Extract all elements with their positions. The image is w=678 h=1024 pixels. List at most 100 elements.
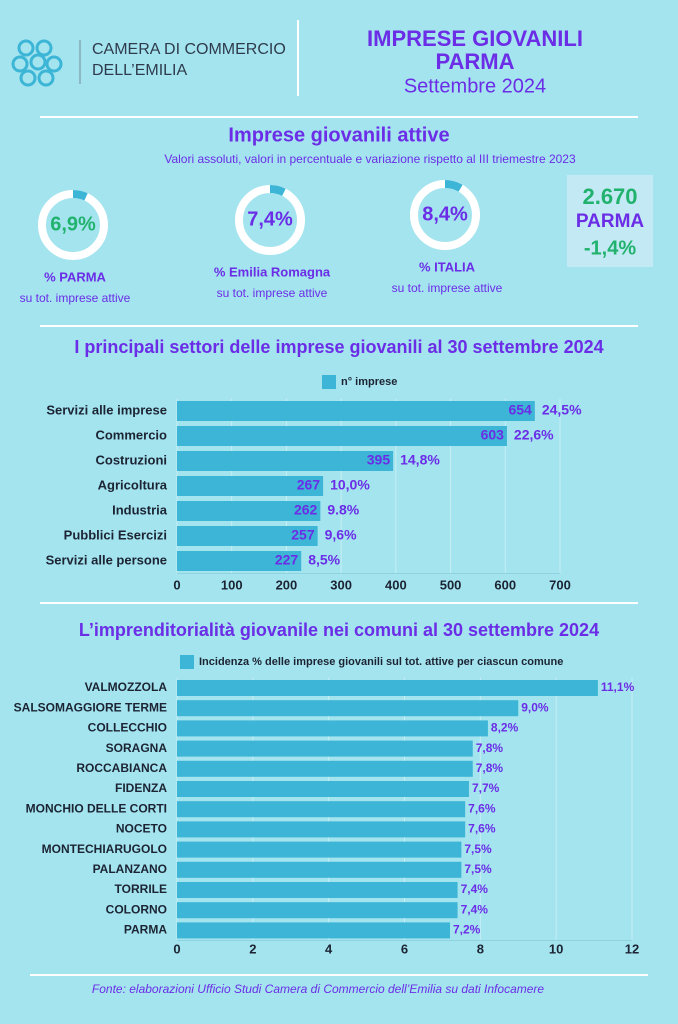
bar — [177, 781, 469, 797]
kpi-count: 2.670 — [582, 184, 637, 209]
percent-label: 9,6% — [325, 527, 357, 543]
percent-label: 8,5% — [308, 552, 340, 568]
data-label: 7,7% — [472, 781, 500, 795]
bar — [177, 801, 466, 818]
bar — [177, 740, 473, 757]
category-label: Agricoltura — [98, 477, 168, 492]
bar — [177, 526, 318, 546]
kpi-change: -1,4% — [584, 237, 636, 259]
org-name: DELL’EMILIA — [92, 62, 187, 79]
percent-label: 22,6% — [514, 427, 554, 443]
x-tick-label: 700 — [549, 577, 571, 592]
bar — [177, 861, 462, 878]
data-label: 262 — [294, 502, 318, 518]
data-label: 9,0% — [521, 700, 549, 714]
bar — [177, 720, 488, 737]
bar — [177, 476, 324, 496]
data-label: 227 — [275, 552, 299, 568]
data-label: 11,1% — [601, 680, 635, 694]
bar — [177, 882, 458, 898]
bar — [177, 451, 394, 471]
bar — [177, 551, 302, 571]
category-label: Costruzioni — [96, 452, 168, 467]
category-label: SORAGNA — [106, 741, 168, 755]
bar — [177, 700, 519, 717]
data-label: 7,8% — [476, 741, 504, 755]
category-label: NOCETO — [116, 822, 167, 836]
data-label: 7,6% — [468, 801, 496, 815]
section-subtitle: Valori assoluti, valori in percentuale e… — [164, 152, 576, 166]
category-label: ROCCABIANCA — [76, 761, 167, 775]
x-tick-label: 6 — [401, 941, 408, 956]
kpi-value: 6,9% — [50, 213, 96, 235]
percent-label: 24,5% — [542, 402, 582, 418]
category-label: Industria — [112, 502, 168, 517]
data-label: 7,2% — [453, 923, 481, 937]
kpi-sublabel: su tot. imprese attive — [20, 291, 131, 305]
percent-label: 9.8% — [327, 502, 359, 518]
x-tick-label: 8 — [477, 941, 484, 956]
data-label: 267 — [297, 477, 321, 493]
kpi-value: 8,4% — [422, 203, 468, 225]
x-tick-label: 0 — [173, 941, 180, 956]
data-label: 7,5% — [464, 842, 492, 856]
donut-arc — [235, 185, 305, 255]
kpi-label: % Emilia Romagna — [214, 264, 331, 279]
data-label: 654 — [508, 402, 532, 418]
data-label: 7,4% — [461, 902, 489, 916]
category-label: TORRILE — [115, 882, 167, 896]
data-label: 8,2% — [491, 721, 519, 735]
x-tick-label: 100 — [221, 577, 243, 592]
data-label: 7,8% — [476, 761, 504, 775]
category-label: SALSOMAGGIORE TERME — [14, 700, 167, 714]
legend-swatch — [180, 655, 194, 669]
logo — [11, 39, 63, 87]
legend-swatch — [322, 375, 336, 389]
category-label: COLORNO — [106, 902, 167, 916]
x-tick-label: 4 — [325, 941, 333, 956]
bar — [177, 680, 598, 696]
title: IMPRESE GIOVANILI — [367, 26, 583, 51]
x-tick-label: 10 — [549, 941, 563, 956]
percent-label: 10,0% — [330, 477, 370, 493]
kpi-place: PARMA — [576, 211, 645, 232]
x-tick-label: 0 — [173, 577, 180, 592]
chart-title: I principali settori delle imprese giova… — [74, 337, 603, 357]
chart-title: L’imprenditorialità giovanile nei comuni… — [79, 620, 599, 640]
x-tick-label: 400 — [385, 577, 407, 592]
x-tick-label: 600 — [494, 577, 516, 592]
percent-label: 14,8% — [400, 452, 440, 468]
subtitle: Settembre 2024 — [404, 75, 546, 97]
category-label: VALMOZZOLA — [85, 680, 168, 694]
bar — [177, 902, 458, 919]
section-title: Imprese giovanili attive — [228, 124, 449, 146]
bar — [177, 821, 466, 838]
category-label: Servizi alle persone — [46, 552, 167, 567]
bar — [177, 501, 321, 521]
bar — [177, 922, 450, 939]
title: PARMA — [435, 49, 514, 74]
kpi-label: % PARMA — [44, 269, 106, 284]
x-tick-label: 300 — [330, 577, 352, 592]
category-label: MONTECHIARUGOLO — [42, 842, 167, 856]
data-label: 603 — [481, 427, 505, 443]
category-label: PALANZANO — [93, 862, 167, 876]
data-label: 7,5% — [464, 862, 492, 876]
bar — [177, 401, 535, 421]
x-tick-label: 200 — [276, 577, 298, 592]
data-label: 395 — [367, 452, 391, 468]
kpi-sublabel: su tot. imprese attive — [392, 281, 503, 295]
kpi-sublabel: su tot. imprese attive — [217, 286, 328, 300]
data-label: 7,4% — [461, 882, 489, 896]
bar — [177, 760, 473, 777]
category-label: Pubblici Esercizi — [64, 527, 167, 542]
org-name: CAMERA DI COMMERCIO — [92, 41, 286, 58]
category-label: Servizi alle imprese — [46, 402, 167, 417]
kpi-box — [567, 175, 653, 267]
category-label: FIDENZA — [115, 781, 167, 795]
x-tick-label: 2 — [249, 941, 256, 956]
kpi-value: 7,4% — [247, 208, 293, 230]
bar — [177, 426, 507, 446]
